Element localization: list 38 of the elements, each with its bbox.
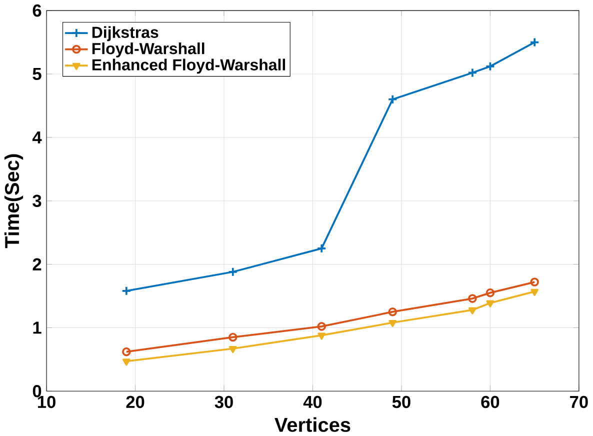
y-tick-label: 4: [32, 131, 42, 144]
y-tick-label: 3: [32, 194, 42, 207]
point: [316, 243, 327, 254]
point: [228, 332, 238, 342]
y-tick-label: 1: [33, 322, 42, 334]
y-tick-label: 0: [32, 384, 42, 398]
point: [228, 266, 238, 277]
point: [530, 37, 540, 48]
x-tick-label: 10: [38, 396, 56, 408]
point: [317, 322, 326, 331]
x-tick-label: 20: [126, 396, 144, 408]
x-tick-label: 50: [392, 396, 410, 408]
point: [122, 358, 130, 366]
x-tick-label: 70: [570, 396, 588, 408]
point: [468, 68, 478, 78]
legend-label: Floyd-Warshall: [92, 42, 204, 58]
y-tick-label: 6: [32, 4, 42, 17]
point: [485, 61, 496, 72]
y-tick-label: 5: [32, 68, 42, 80]
point: [388, 320, 397, 327]
point: [468, 307, 476, 314]
point: [530, 288, 538, 296]
point: [468, 294, 477, 303]
point: [228, 346, 237, 353]
point: [486, 288, 495, 298]
y-tick-label: 2: [32, 258, 42, 270]
x-tick-label: 40: [303, 396, 322, 408]
point: [388, 94, 398, 104]
point: [121, 286, 132, 296]
y-axis-title: Time(Sec): [4, 154, 24, 248]
point: [486, 300, 494, 308]
x-tick-label: 30: [214, 396, 233, 408]
x-axis-title: Vertices: [274, 417, 350, 432]
point: [318, 332, 326, 340]
x-tick-label: 60: [481, 396, 500, 408]
legend-label: Dijkstras: [92, 26, 158, 41]
legend-label: Enhanced Floyd-Warshall: [92, 58, 286, 74]
point: [388, 307, 397, 316]
